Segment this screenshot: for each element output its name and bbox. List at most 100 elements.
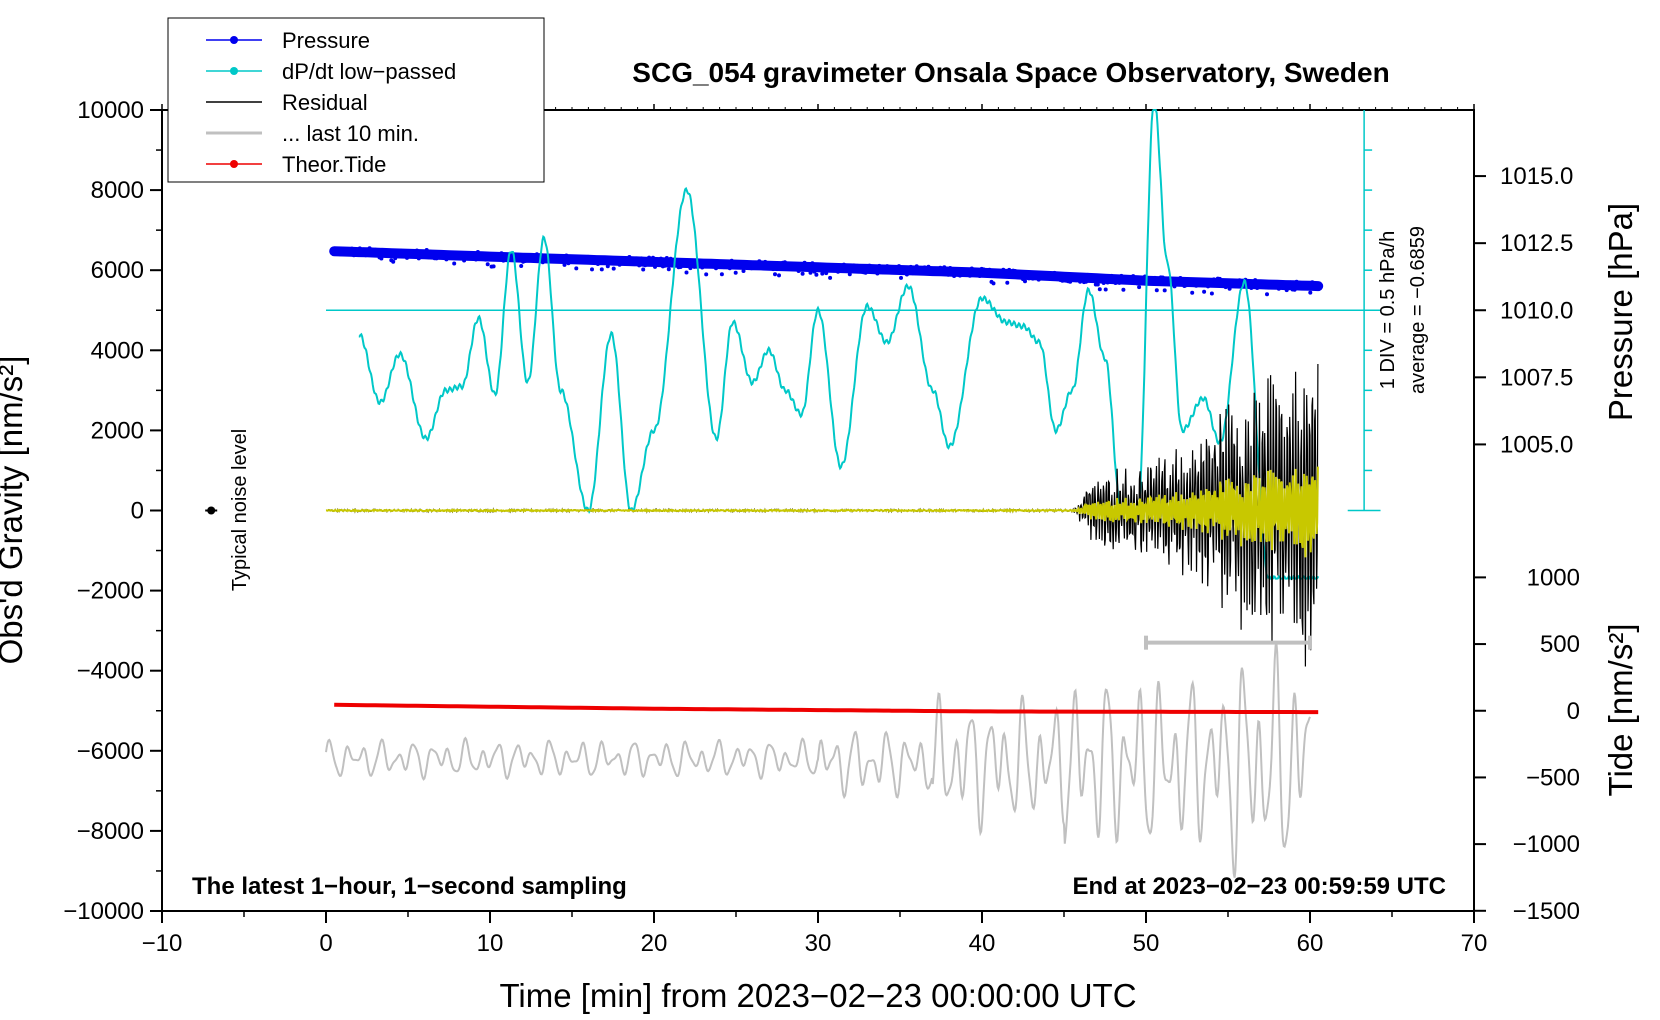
footer-right-note: End at 2023−02−23 00:59:59 UTC (1072, 873, 1446, 900)
pressure-point (918, 271, 923, 275)
pressure-point (725, 259, 730, 264)
pressure-point (826, 266, 831, 271)
pressure-point (462, 258, 467, 263)
pressure-point (897, 264, 901, 269)
pressure-point (771, 267, 776, 272)
pressure-line (329, 246, 1324, 292)
pressure-point (1034, 274, 1039, 279)
pressure-point (534, 252, 539, 257)
legend: Pressure dP/dt low−passed Residual ... last… (167, 17, 545, 183)
x-tick-label: 20 (641, 930, 668, 957)
legend-label: Theor.Tide (282, 152, 386, 177)
pressure-point (958, 273, 962, 278)
pressure-point (361, 247, 366, 252)
x-tick-label: 50 (1133, 930, 1160, 957)
pressure-tick-label: 1012.5 (1500, 230, 1573, 257)
x-tick-labels: −10 0 10 20 30 40 50 60 70 (142, 930, 1488, 957)
pressure-point (497, 257, 502, 262)
pressure-point (867, 263, 872, 268)
pressure-point (1257, 284, 1262, 289)
pressure-point (721, 265, 726, 270)
legend-label: dP/dt low−passed (282, 59, 456, 84)
pressure-point (572, 257, 577, 262)
x-tick-label: 70 (1461, 930, 1488, 957)
pressure-point (965, 268, 970, 273)
pressure-point (1095, 282, 1100, 287)
pressure-point (773, 272, 777, 277)
pressure-point (956, 269, 961, 273)
pressure-point (1117, 280, 1122, 285)
pressure-point (617, 262, 622, 267)
pressure-point (466, 252, 470, 257)
pressure-point (1172, 284, 1177, 289)
pressure-point (1005, 280, 1010, 285)
pressure-point (1036, 277, 1041, 282)
pressure-point (641, 267, 646, 272)
pressure-point (936, 269, 941, 274)
y-tick-label: −8000 (77, 818, 144, 845)
pressure-point (1133, 277, 1138, 282)
pressure-point (798, 263, 803, 268)
pressure-point (1121, 287, 1126, 292)
pressure-point (414, 248, 419, 253)
scale-text: 1 DIV = 0.5 hPa/h (1377, 231, 1399, 389)
pressure-point (775, 267, 779, 272)
pressure-point (1139, 277, 1144, 281)
pressure-point (481, 254, 486, 259)
pressure-point (940, 269, 945, 274)
pressure-point (1156, 279, 1161, 284)
pressure-point (814, 272, 819, 277)
pressure-point (605, 264, 610, 269)
pressure-point (930, 271, 935, 276)
pressure-point (1091, 274, 1096, 278)
pressure-point (560, 256, 565, 261)
pressure-point (928, 267, 933, 272)
pressure-point (430, 252, 435, 256)
pressure-point (853, 269, 858, 274)
pressure-point (985, 270, 990, 275)
pressure-point (871, 269, 876, 273)
y-axis-title-left: Obs'd Gravity [nm/s²] (0, 356, 29, 665)
pressure-point (621, 261, 626, 266)
pressure-point (452, 261, 457, 266)
y-tick-label: −2000 (77, 578, 144, 605)
pressure-point (599, 267, 604, 272)
pressure-point (379, 256, 384, 261)
pressure-point (727, 266, 732, 271)
pressure-point (1070, 274, 1075, 279)
pressure-point (556, 255, 561, 260)
pressure-point (1211, 277, 1216, 282)
pressure-point (794, 262, 799, 267)
pressure-point (615, 256, 620, 261)
pressure-point (643, 263, 648, 268)
pressure-point (1308, 290, 1313, 295)
legend-label: ... last 10 min. (282, 121, 419, 146)
pressure-point (759, 264, 764, 269)
pressure-point (924, 270, 929, 275)
x-tick-label: 30 (805, 930, 832, 957)
pressure-point (562, 262, 567, 267)
pressure-point (1135, 281, 1140, 286)
tide-tick-labels: 1000 500 0 −500 −1000 −1500 (1513, 564, 1580, 924)
theor-tide-line (334, 702, 1319, 715)
pressure-series (329, 246, 1324, 297)
pressure-point (733, 270, 738, 275)
pressure-tick-label: 1005.0 (1500, 431, 1573, 458)
pressure-point (782, 260, 787, 265)
pressure-point (1150, 281, 1155, 286)
pressure-point (702, 260, 707, 264)
noise-level-label: Typical noise level (229, 429, 251, 591)
pressure-point (540, 260, 545, 265)
y-axis-title-tide: Tide [nm/s²] (1602, 624, 1639, 797)
pressure-point (633, 257, 638, 262)
pressure-point (987, 267, 992, 272)
pressure-point (519, 264, 524, 268)
dpdt-line (358, 109, 1320, 580)
pressure-point (574, 266, 579, 271)
pressure-point (1013, 269, 1018, 273)
theor-tide-series (334, 702, 1319, 715)
legend-marker (230, 36, 238, 44)
pressure-point (351, 253, 356, 258)
pressure-point (1188, 279, 1193, 284)
pressure-point (873, 265, 878, 270)
